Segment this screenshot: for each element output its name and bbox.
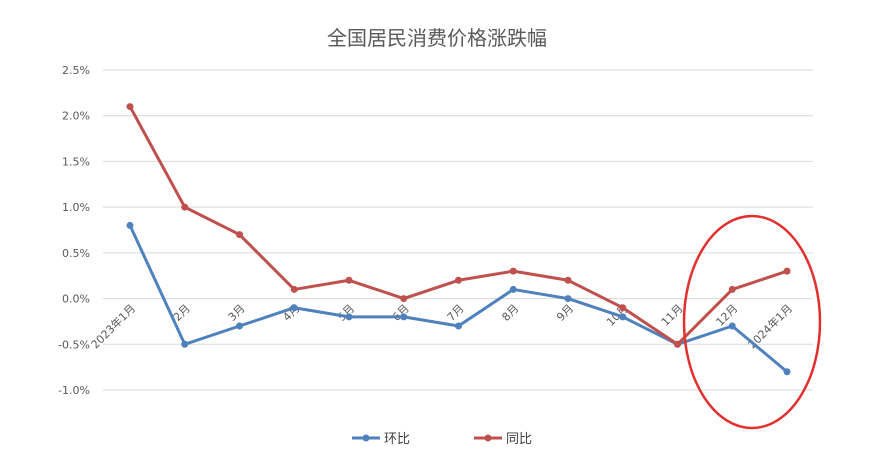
chart-title: 全国居民消费价格涨跌幅 xyxy=(327,26,547,50)
y-tick-label: 2.0% xyxy=(62,110,90,123)
data-point xyxy=(564,276,572,284)
x-tick-label: 5月 xyxy=(335,302,357,324)
data-point xyxy=(783,368,791,376)
data-point xyxy=(619,313,627,321)
data-point xyxy=(181,203,189,211)
y-tick-label: 1.5% xyxy=(62,155,90,168)
data-point xyxy=(236,322,243,330)
data-point xyxy=(345,276,353,284)
data-point xyxy=(455,322,462,330)
data-point xyxy=(564,295,572,303)
data-point xyxy=(728,285,736,293)
y-tick-label: -0.5% xyxy=(58,338,90,351)
legend-item: 同比 xyxy=(474,432,532,447)
data-point xyxy=(619,304,627,312)
data-point xyxy=(509,267,517,275)
legend-swatch-marker xyxy=(362,434,370,442)
data-point xyxy=(509,285,517,293)
x-tick-label: 8月 xyxy=(499,302,521,324)
data-point xyxy=(236,231,243,239)
series-group xyxy=(126,103,791,376)
x-tick-label: 11月 xyxy=(659,302,686,329)
data-point xyxy=(783,267,791,275)
legend: 环比 同比 xyxy=(352,432,532,447)
legend-label: 环比 xyxy=(384,432,410,447)
data-point xyxy=(126,103,134,111)
data-point xyxy=(126,221,134,229)
legend-label: 同比 xyxy=(506,432,532,447)
x-tick-label: 3月 xyxy=(226,302,248,324)
data-point xyxy=(728,322,736,330)
x-tick-label: 7月 xyxy=(445,302,467,324)
x-tick-label: 6月 xyxy=(390,302,412,324)
legend-item: 环比 xyxy=(352,432,410,447)
y-tick-label: 1.0% xyxy=(62,201,90,214)
data-point xyxy=(400,295,408,303)
y-axis: 2.5% 2.0% 1.5% 1.0% 0.5% 0.0% -0.5% -1.0% xyxy=(58,64,90,397)
data-point xyxy=(345,313,353,321)
highlight-ellipse xyxy=(682,214,822,430)
y-tick-label: 2.5% xyxy=(62,64,90,77)
data-point xyxy=(290,304,298,312)
series-yoy xyxy=(126,103,791,348)
x-tick-label: 9月 xyxy=(554,302,576,324)
y-tick-label: 0.5% xyxy=(62,247,90,260)
data-point xyxy=(400,313,408,321)
y-tick-label: 0.0% xyxy=(62,293,90,306)
grid-lines xyxy=(103,69,813,391)
legend-swatch-marker xyxy=(484,434,492,442)
x-tick-label: 4月 xyxy=(280,302,302,324)
data-point xyxy=(181,340,189,348)
data-point xyxy=(674,340,681,348)
y-tick-label: -1.0% xyxy=(58,384,90,397)
data-point xyxy=(290,285,298,293)
annotation-group xyxy=(682,214,822,430)
data-point xyxy=(455,276,462,284)
